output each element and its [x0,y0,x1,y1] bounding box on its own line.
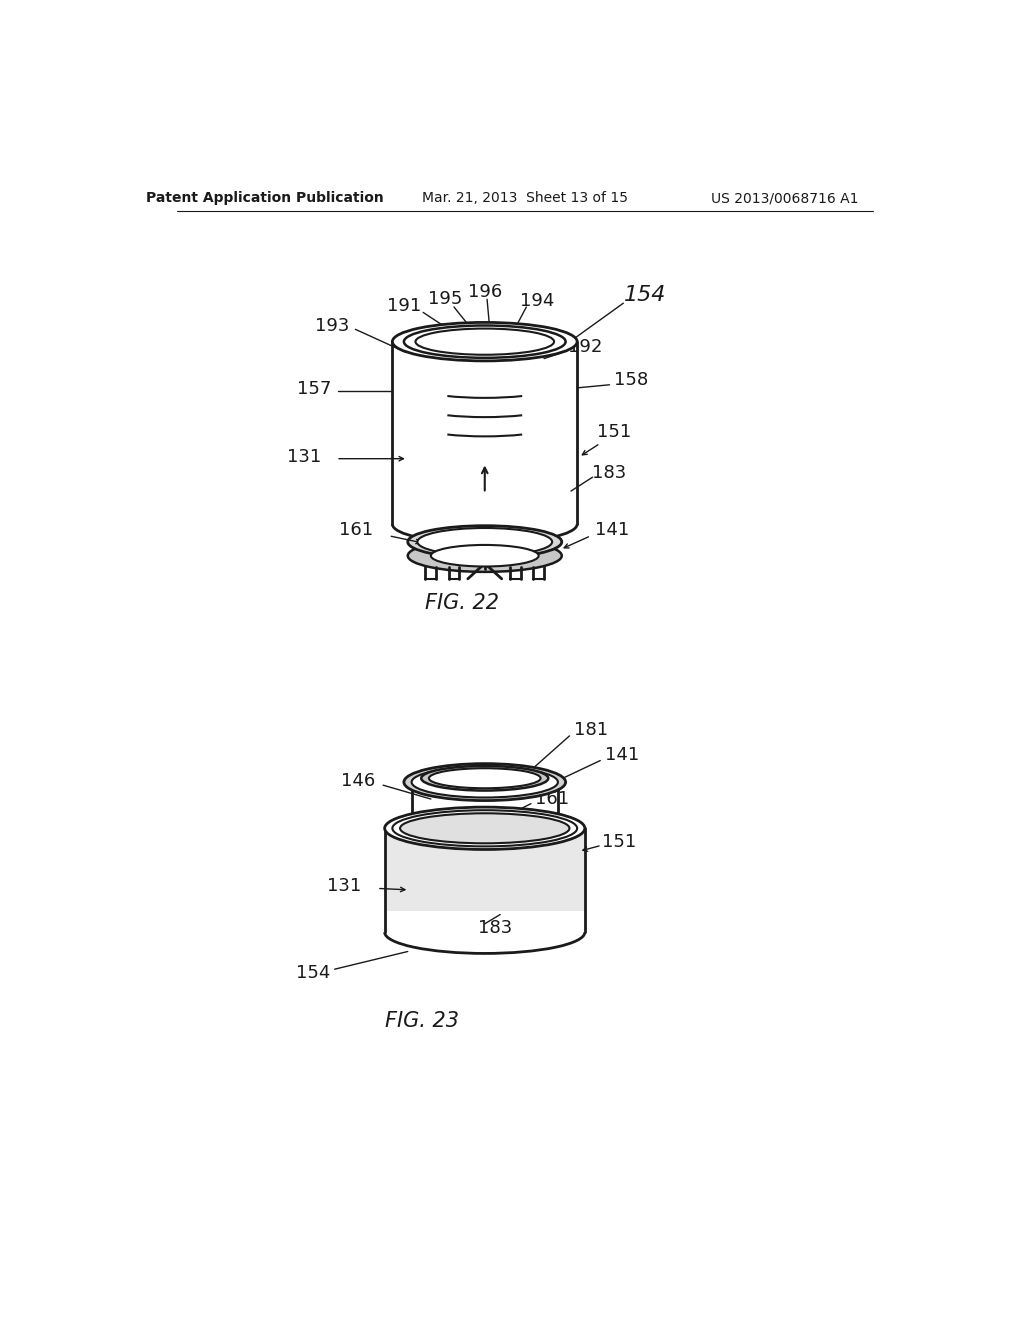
Text: 158: 158 [614,371,648,389]
Polygon shape [385,829,585,911]
Text: 194: 194 [520,292,554,310]
Text: 154: 154 [624,285,666,305]
Text: 183: 183 [592,463,627,482]
Text: 131: 131 [328,876,361,895]
Ellipse shape [416,329,554,355]
Text: 191: 191 [387,297,421,315]
Text: 141: 141 [595,521,629,540]
Ellipse shape [403,763,565,800]
Text: 193: 193 [315,317,349,335]
Text: Patent Application Publication: Patent Application Publication [146,191,384,206]
Ellipse shape [385,807,585,850]
Text: 157: 157 [297,380,331,399]
Text: 161: 161 [536,791,569,808]
Text: 183: 183 [477,920,512,937]
Text: 192: 192 [567,338,602,356]
Text: 196: 196 [468,282,502,301]
Text: FIG. 22: FIG. 22 [425,593,499,612]
Text: 131: 131 [287,449,321,466]
Ellipse shape [408,540,562,572]
Text: US 2013/0068716 A1: US 2013/0068716 A1 [711,191,858,206]
Ellipse shape [400,813,569,843]
Text: 154: 154 [296,964,330,982]
Ellipse shape [392,322,578,360]
Ellipse shape [431,545,539,566]
Ellipse shape [429,768,541,788]
Ellipse shape [392,810,578,846]
Text: 161: 161 [339,521,373,540]
Ellipse shape [412,767,558,797]
Ellipse shape [418,528,552,556]
Text: Mar. 21, 2013  Sheet 13 of 15: Mar. 21, 2013 Sheet 13 of 15 [422,191,628,206]
Ellipse shape [403,326,565,358]
Ellipse shape [408,525,562,558]
Text: 146: 146 [341,772,375,789]
Ellipse shape [421,766,548,791]
Text: 151: 151 [602,833,637,851]
Text: 181: 181 [574,721,608,739]
Text: 195: 195 [428,290,462,309]
Text: FIG. 23: FIG. 23 [385,1011,459,1031]
Text: 141: 141 [605,746,639,764]
Text: 151: 151 [597,422,631,441]
